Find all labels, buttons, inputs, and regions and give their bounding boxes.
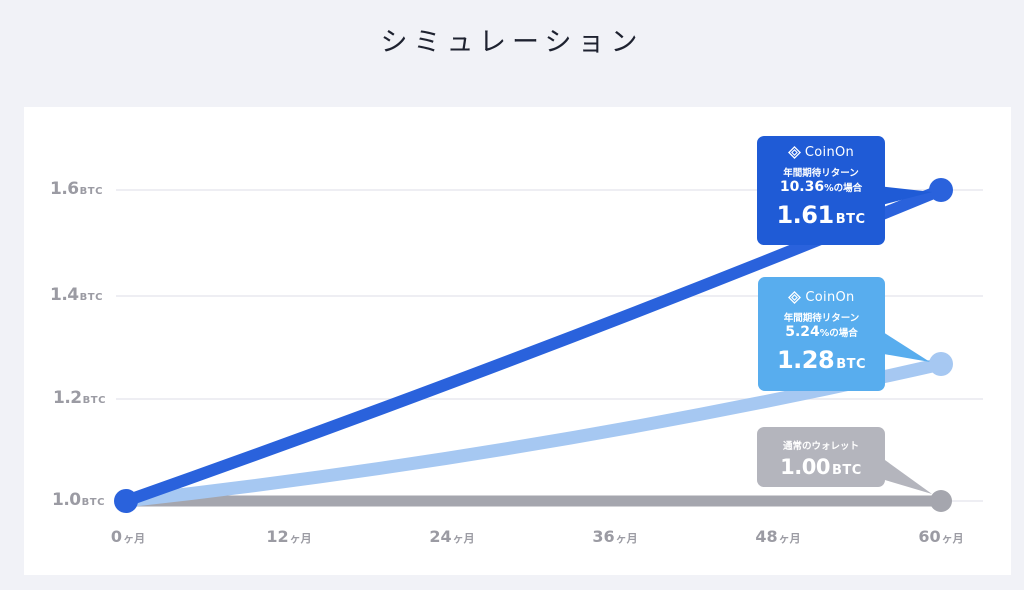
x-tick-24: 24ヶ月 (429, 527, 475, 546)
wallet-callout-pointer (878, 455, 932, 494)
series-wallet (120, 490, 952, 512)
mid-callout-pointer (872, 325, 930, 362)
high-return-callout: CoinOn 年間期待リターン 10.36%の場合 1.61 BTC (757, 136, 885, 245)
mid-end-point (929, 352, 953, 376)
brand: CoinOn (758, 290, 885, 305)
y-tick-1-0: 1.0BTC (52, 490, 105, 510)
wallet-callout: 通常のウォレット 1.00 BTC (757, 427, 885, 487)
brand-name: CoinOn (804, 145, 855, 160)
x-tick-12: 12ヶ月 (266, 527, 312, 546)
callout-value: 1.61 BTC (776, 201, 866, 229)
y-tick-1-2: 1.2BTC (53, 388, 106, 408)
start-point (114, 489, 138, 513)
coinon-logo-icon (787, 146, 801, 159)
callout-rate: 10.36%の場合 (779, 179, 863, 195)
callout-rate: 5.24%の場合 (785, 324, 858, 340)
callout-subtitle: 年間期待リターン (783, 313, 860, 324)
mid-return-callout: CoinOn 年間期待リターン 5.24%の場合 1.28 BTC (758, 277, 885, 391)
callout-value: 1.28 BTC (776, 346, 867, 374)
x-tick-48: 48ヶ月 (755, 527, 801, 546)
brand: CoinOn (757, 145, 885, 160)
y-tick-1-6: 1.6BTC (50, 179, 103, 199)
callout-subtitle: 年間期待リターン (783, 168, 859, 179)
brand-name: CoinOn (805, 290, 855, 305)
wallet-end-point (930, 490, 952, 512)
x-tick-36: 36ヶ月 (592, 527, 638, 546)
page-title: シミュレーション (380, 27, 644, 58)
callout-value: 1.00 BTC (780, 455, 862, 479)
y-tick-1-4: 1.4BTC (50, 285, 103, 305)
coinon-logo-icon (788, 291, 802, 304)
high-callout-pointer (878, 186, 932, 206)
x-tick-60: 60ヶ月 (918, 527, 964, 546)
callout-subtitle: 通常のウォレット (782, 441, 859, 452)
high-end-point (929, 178, 953, 202)
x-tick-0: 0ヶ月 (110, 527, 146, 546)
